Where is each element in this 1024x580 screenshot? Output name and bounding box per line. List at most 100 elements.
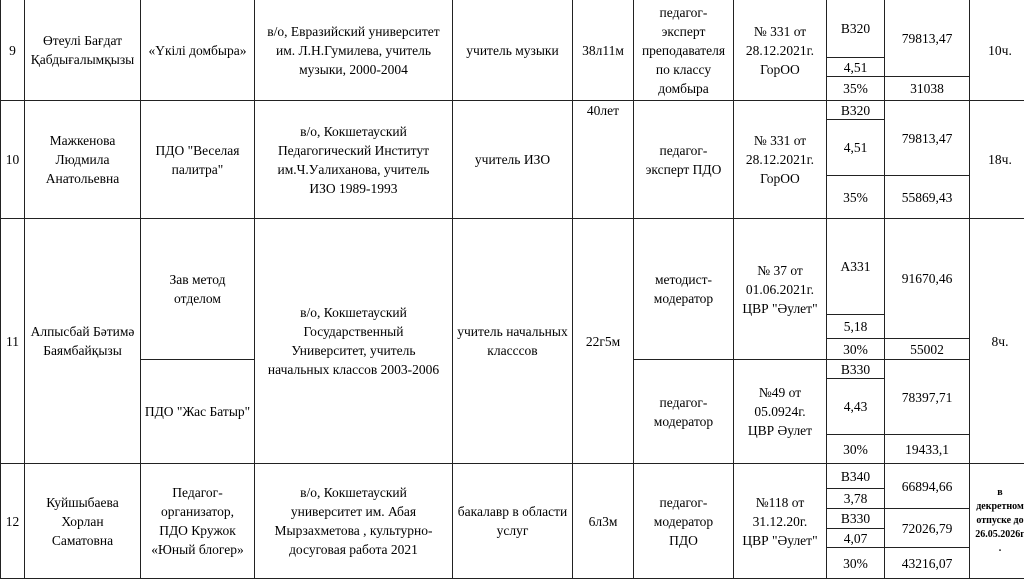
hours: 18ч. [988, 152, 1012, 167]
percent-cell-cell: 35% [826, 76, 885, 101]
row-number: 12 [5, 513, 20, 529]
teacher-name: Алпысбай Бәтимә Баямбайқызы [30, 324, 135, 358]
teacher-name-cell: Өтеулі Бағдат Қабдығалымқызы [24, 0, 141, 101]
order-reference: №49 от 05.0924г. ЦВР Әулет [747, 385, 813, 438]
salary-cell-cell: 91670,46 [884, 218, 970, 339]
grade-cell-cell: А331 [826, 218, 885, 315]
qualification-category: педагог- модератор [653, 394, 714, 429]
percent-cell: 30% [843, 341, 868, 357]
percent-cell-cell: 30% [826, 547, 885, 579]
percent-cell-cell: 30% [826, 338, 885, 360]
order-reference: № 331 от 28.12.2021г. ГорОО [745, 23, 815, 77]
coef-cell-cell: 4,43 [826, 378, 885, 435]
grade-cell-cell: В330 [826, 508, 885, 529]
qualification-category-cell: педагог- эксперт преподавателя по классу… [633, 0, 734, 101]
experience-cell: 38л11м [572, 0, 634, 101]
grade-cell-cell: В320 [826, 100, 885, 120]
qualification-category-cell: педагог- модератор ПДО [633, 463, 734, 579]
salary-cell-cell: 78397,71 [884, 359, 970, 435]
specialty-cell: учитель начальных класссов [452, 218, 573, 464]
bonus-cell: 43216,07 [901, 555, 953, 571]
experience-cell: 6л3м [572, 463, 634, 579]
qualification-category-cell: педагог- модератор [633, 359, 734, 464]
experience: 38л11м [582, 42, 624, 58]
order-reference-cell: №118 от 31.12.20г. ЦВР "Әулет" [733, 463, 827, 579]
hours: 10ч. [988, 42, 1012, 58]
row-number: 9 [9, 42, 16, 58]
education-cell: в/о, Кокшетауский Государственный Универ… [254, 218, 453, 464]
grade-cell: В320 [840, 102, 871, 118]
grade-cell-cell: В330 [826, 359, 885, 379]
teacher-name-cell: Мажкенова Людмила Анатольевна [24, 100, 141, 219]
grade-cell-cell: В320 [826, 0, 885, 58]
percent-cell: 30% [843, 555, 868, 571]
position-cell: Педагог- организатор, ПДО Кружок «Юный б… [140, 463, 255, 579]
row-number: 11 [6, 333, 19, 349]
hours: в декретном отпуске до 26.05.2026г . [975, 487, 1024, 554]
grade-cell-cell: В340 [826, 463, 885, 489]
row-number-cell: 12 [0, 463, 25, 579]
experience-cell: 22г5м [572, 218, 634, 464]
experience: 6л3м [588, 513, 618, 529]
coef-cell: 4,43 [843, 399, 868, 414]
specialty-cell: учитель музыки [452, 0, 573, 101]
position: Педагог- организатор, ПДО Кружок «Юный б… [151, 485, 244, 557]
grade-cell: А331 [840, 259, 871, 274]
position-cell: «Үкілі домбыра» [140, 0, 255, 101]
order-reference-cell: № 331 от 28.12.2021г. ГорОО [733, 0, 827, 101]
row-number-cell: 9 [0, 0, 25, 101]
bonus-cell: 55869,43 [901, 189, 953, 205]
specialty-cell: бакалавр в области услуг [452, 463, 573, 579]
order-reference: №118 от 31.12.20г. ЦВР "Әулет" [742, 494, 818, 548]
experience: 22г5м [585, 333, 621, 349]
salary-cell-cell: 79813,47 [884, 100, 970, 176]
order-reference-cell: № 37 от 01.06.2021г. ЦВР "Әулет" [733, 218, 827, 360]
qualification-category: методист- модератор [653, 272, 714, 306]
order-reference-cell: № 331 от 28.12.2021г. ГорОО [733, 100, 827, 219]
position: Зав метод отделом [169, 272, 226, 306]
hours: 8ч. [991, 333, 1009, 349]
coef-cell-cell: 3,78 [826, 488, 885, 509]
education-cell: в/о, Евразийский университет им. Л.Н.Гум… [254, 0, 453, 101]
percent-cell: 30% [843, 441, 868, 457]
education-cell: в/о, Кокшетауский университет им. Абая М… [254, 463, 453, 579]
qualification-category: педагог- эксперт ПДО [645, 142, 722, 177]
specialty: бакалавр в области услуг [457, 504, 568, 538]
education-cell: в/о, Кокшетауский Педагогический Институ… [254, 100, 453, 219]
bonus-cell: 55002 [910, 341, 944, 357]
row-number: 10 [5, 152, 20, 167]
experience-cell: 40лет [572, 100, 634, 219]
coef-cell: 4,51 [843, 59, 868, 75]
coef-cell: 3,78 [843, 491, 868, 506]
salary-cell: 79813,47 [901, 130, 953, 146]
salary-cell: 79813,47 [901, 30, 953, 46]
bonus-cell: 31038 [910, 81, 944, 96]
teacher-name: Өтеулі Бағдат Қабдығалымқызы [30, 33, 135, 67]
hours-cell: 10ч. [969, 0, 1024, 101]
education: в/о, Кокшетауский университет им. Абая М… [274, 485, 433, 557]
salary-cell: 91670,46 [901, 271, 953, 286]
bonus-cell-cell: 19433,1 [884, 434, 970, 464]
position-cell: Зав метод отделом [140, 218, 255, 360]
coef-cell: 4,07 [843, 530, 868, 546]
specialty: учитель начальных класссов [457, 324, 568, 358]
grade-cell: В340 [840, 468, 871, 484]
coef-cell-cell: 4,07 [826, 528, 885, 548]
specialty-cell: учитель ИЗО [452, 100, 573, 219]
bonus-cell-cell: 55002 [884, 338, 970, 360]
bonus-cell-cell: 31038 [884, 76, 970, 101]
coef-cell: 4,51 [843, 140, 868, 155]
salary-cell: 78397,71 [901, 389, 953, 405]
salary-cell-cell: 72026,79 [884, 508, 970, 548]
position: ПДО "Веселая палитра" [155, 142, 240, 177]
education: в/о, Кокшетауский Педагогический Институ… [277, 123, 430, 196]
percent-cell: 35% [843, 81, 868, 96]
qualification-category-cell: методист- модератор [633, 218, 734, 360]
qualification-category: педагог- эксперт преподавателя по классу… [641, 4, 726, 96]
hours-cell: в декретном отпуске до 26.05.2026г . [969, 463, 1024, 579]
qualification-category-cell: педагог- эксперт ПДО [633, 100, 734, 219]
specialty: учитель музыки [466, 42, 559, 58]
specialty: учитель ИЗО [474, 152, 551, 167]
grade-cell: В330 [840, 511, 871, 526]
education: в/о, Евразийский университет им. Л.Н.Гум… [267, 23, 440, 77]
